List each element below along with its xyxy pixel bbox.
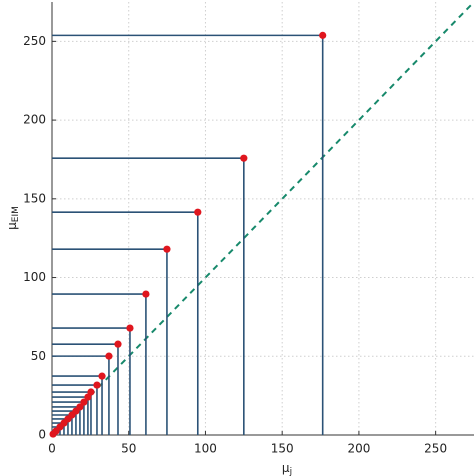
x-label-main: μ bbox=[282, 461, 290, 475]
x-label-sub: j bbox=[289, 467, 293, 476]
point bbox=[49, 430, 57, 438]
point bbox=[319, 31, 327, 39]
x-tick-label: 150 bbox=[271, 442, 294, 456]
point bbox=[84, 393, 92, 401]
y-tick-label: 50 bbox=[31, 349, 46, 363]
y-tick-label: 250 bbox=[23, 34, 46, 48]
point bbox=[105, 352, 113, 360]
y-tick-label: 150 bbox=[23, 191, 46, 205]
y-label-main: μ bbox=[5, 222, 19, 230]
y-axis-label: μEIM bbox=[5, 206, 21, 230]
y-tick-label: 0 bbox=[38, 428, 46, 442]
y-tick-label: 100 bbox=[23, 270, 46, 284]
x-tick-label: 0 bbox=[48, 442, 56, 456]
x-tick-label: 50 bbox=[121, 442, 136, 456]
point bbox=[194, 208, 202, 216]
x-tick-label: 200 bbox=[347, 442, 370, 456]
point bbox=[114, 340, 122, 348]
point bbox=[80, 398, 88, 406]
x-tick-label: 100 bbox=[194, 442, 217, 456]
point bbox=[142, 290, 150, 298]
identity-line bbox=[51, 1, 474, 436]
y-label-sub: EIM bbox=[11, 206, 21, 222]
point bbox=[98, 372, 106, 380]
point bbox=[93, 381, 101, 389]
point bbox=[240, 154, 248, 162]
point bbox=[163, 245, 171, 253]
point bbox=[126, 324, 134, 332]
y-tick-label: 200 bbox=[23, 113, 46, 127]
x-axis-label: μj bbox=[282, 461, 292, 476]
x-tick-label: 250 bbox=[424, 442, 447, 456]
